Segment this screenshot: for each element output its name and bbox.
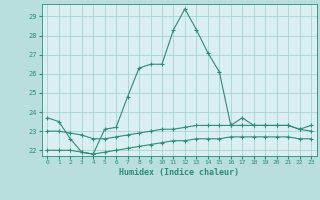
X-axis label: Humidex (Indice chaleur): Humidex (Indice chaleur)	[119, 168, 239, 177]
